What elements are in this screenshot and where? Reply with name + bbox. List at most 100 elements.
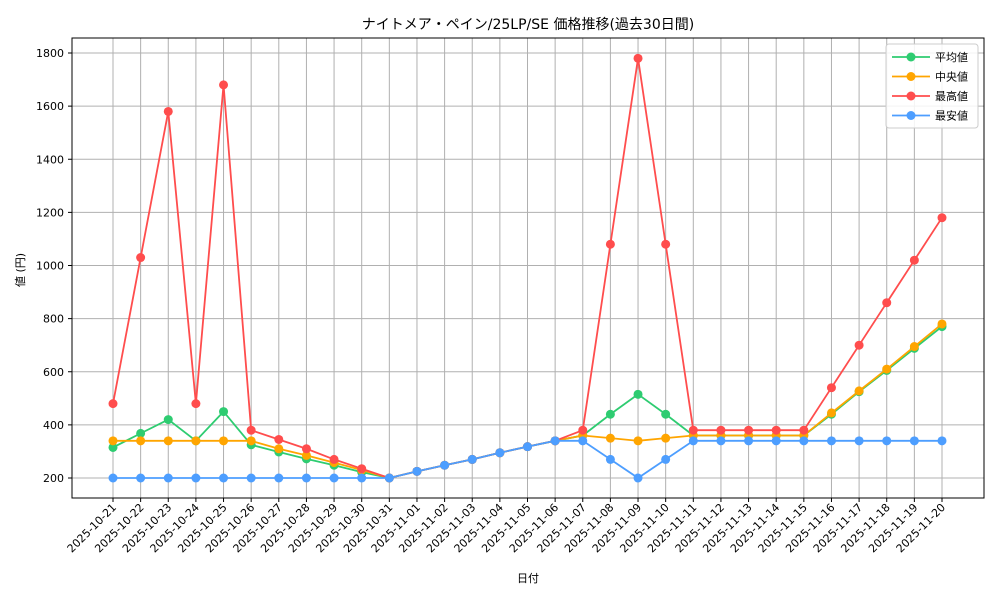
data-point [605, 454, 615, 464]
data-point [854, 386, 864, 396]
legend-label: 最安値 [935, 109, 968, 123]
data-point [661, 454, 671, 464]
data-point [826, 436, 836, 446]
data-point [633, 473, 643, 483]
y-tick-label: 1800 [36, 47, 64, 60]
data-point [246, 436, 256, 446]
data-point [799, 436, 809, 446]
data-point [937, 319, 947, 329]
y-tick-label: 1000 [36, 260, 64, 273]
y-tick-label: 800 [43, 313, 64, 326]
data-point [854, 340, 864, 350]
data-point [661, 239, 671, 249]
data-point [191, 436, 201, 446]
series-3 [108, 436, 947, 483]
data-point [191, 399, 201, 409]
data-point [219, 407, 229, 417]
y-axis-label: 値 (円) [14, 253, 27, 287]
y-tick-label: 1400 [36, 153, 64, 166]
data-point [578, 436, 588, 446]
data-point [854, 436, 864, 446]
data-point [661, 433, 671, 443]
data-point [882, 436, 892, 446]
data-point [136, 428, 146, 438]
data-point [605, 433, 615, 443]
data-point [605, 409, 615, 419]
data-point [191, 473, 201, 483]
legend-label: 中央値 [935, 71, 968, 84]
data-point [246, 473, 256, 483]
data-point [661, 409, 671, 419]
legend-label: 平均値 [935, 51, 968, 64]
data-point [771, 436, 781, 446]
data-point [412, 466, 422, 476]
data-point [688, 425, 698, 435]
legend-marker [906, 91, 916, 101]
data-point [937, 436, 947, 446]
data-point [771, 425, 781, 435]
data-point [550, 436, 560, 446]
data-point [744, 425, 754, 435]
legend-marker [906, 72, 916, 81]
x-axis-label: 日付 [517, 572, 539, 585]
data-point [826, 383, 836, 393]
data-point [716, 425, 726, 435]
data-point [909, 436, 919, 446]
data-point [467, 454, 477, 464]
data-point [163, 473, 173, 483]
data-point [523, 442, 532, 452]
data-point [329, 473, 339, 483]
data-point [163, 415, 173, 425]
data-point [163, 106, 173, 116]
data-point [688, 436, 698, 446]
data-point [301, 444, 311, 454]
y-tick-label: 600 [43, 366, 64, 379]
data-point [882, 364, 892, 374]
data-point [274, 434, 284, 444]
data-point [909, 342, 919, 352]
data-point [219, 473, 229, 483]
legend-marker [906, 52, 916, 62]
y-tick-label: 200 [43, 472, 64, 485]
data-point [495, 448, 505, 458]
data-point [605, 239, 615, 249]
data-point [246, 425, 256, 435]
data-point [578, 425, 588, 435]
data-point [357, 464, 367, 474]
data-point [329, 454, 339, 464]
data-point [384, 473, 394, 483]
data-point [882, 298, 892, 308]
data-point [909, 255, 919, 265]
data-point [440, 460, 450, 470]
data-point [357, 473, 367, 483]
data-point [799, 425, 809, 435]
data-point [633, 389, 643, 399]
data-point [136, 436, 146, 446]
data-point [826, 408, 836, 418]
data-point [744, 436, 754, 446]
y-tick-label: 400 [43, 419, 64, 432]
series-lines [108, 53, 947, 483]
data-point [937, 213, 947, 223]
y-axis-ticks: 200 400 600 800 1000 1200 1400 1600 1800 [36, 47, 72, 485]
data-point [108, 399, 118, 409]
data-point [108, 436, 118, 446]
data-point [219, 436, 229, 446]
y-tick-label: 1600 [36, 100, 64, 113]
data-point [274, 473, 284, 483]
data-point [108, 442, 118, 452]
data-point [274, 444, 284, 454]
y-tick-label: 1200 [36, 206, 64, 219]
data-point [136, 253, 146, 263]
x-axis-ticks: 2025-10-212025-10-222025-10-232025-10-24… [65, 498, 948, 555]
data-point [163, 436, 173, 446]
data-point [219, 80, 229, 90]
data-point [136, 473, 146, 483]
grid [72, 38, 984, 498]
legend-marker [906, 111, 916, 120]
data-point [301, 473, 311, 483]
data-point [301, 450, 311, 460]
legend-label: 最高値 [935, 89, 968, 103]
